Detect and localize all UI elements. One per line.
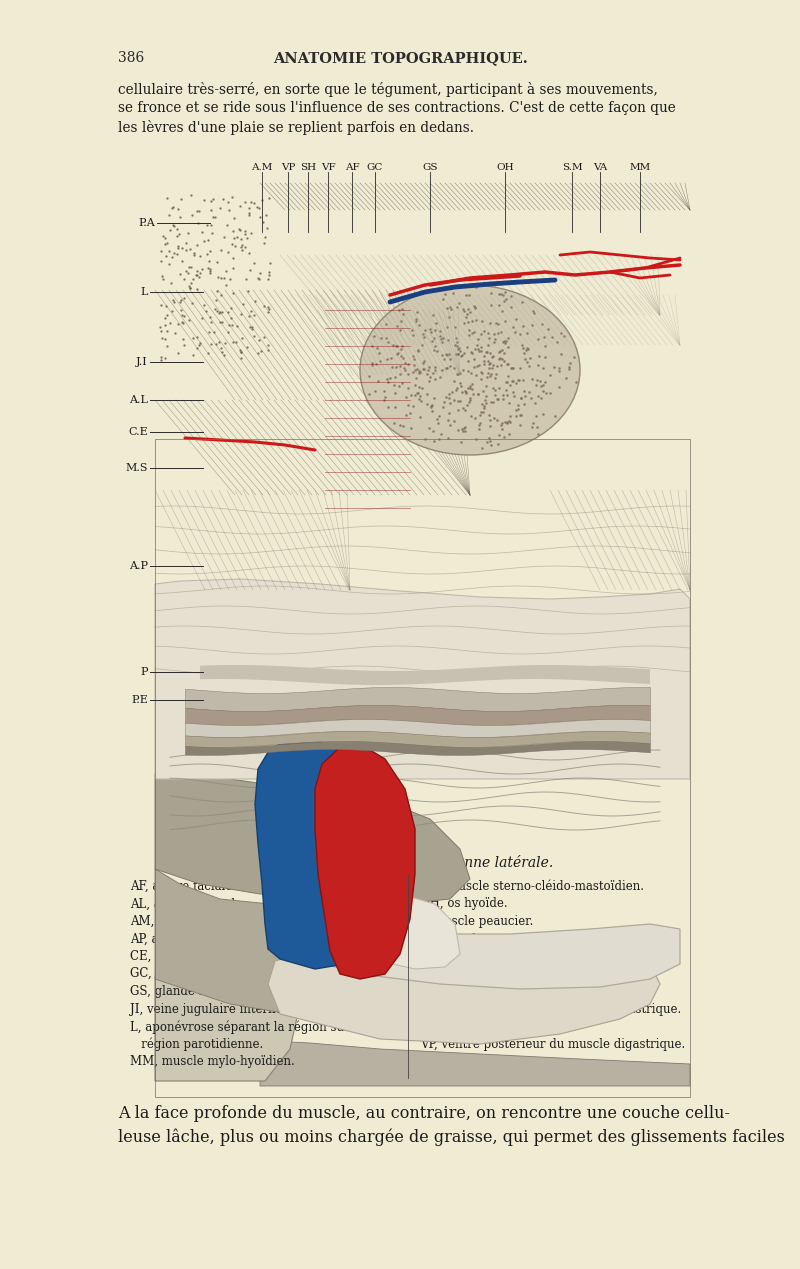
Text: A la face profonde du muscle, au contraire, on rencontre une couche cellu-: A la face profonde du muscle, au contrai… (118, 1105, 730, 1122)
Polygon shape (155, 904, 300, 1081)
Text: VA: VA (593, 162, 607, 173)
Text: 386: 386 (118, 51, 144, 65)
Text: PA, glande parotide.: PA, glande parotide. (420, 933, 541, 945)
Text: L, aponévrose séparant la région sus-hyoïdienne et la: L, aponévrose séparant la région sus-hyo… (130, 1020, 450, 1033)
Text: P.E: P.E (131, 695, 148, 706)
Text: M.S: M.S (126, 463, 148, 473)
Text: VF: VF (321, 162, 335, 173)
Text: MM: MM (630, 162, 650, 173)
Text: OH: OH (496, 162, 514, 173)
Text: MS, muscle sterno-cléido-mastoïdien.: MS, muscle sterno-cléido-mastoïdien. (420, 879, 644, 893)
Text: SM, artère sous-mentale.: SM, artère sous-mentale. (420, 985, 570, 997)
Text: GS, glande sous-maxillaire.: GS, glande sous-maxillaire. (130, 985, 292, 997)
Text: CE, artère carotide externe.: CE, artère carotide externe. (130, 950, 298, 963)
Text: P: P (141, 667, 148, 676)
Text: PE, peau.: PE, peau. (420, 950, 477, 963)
Text: VP: VP (281, 162, 295, 173)
Text: GS: GS (422, 162, 438, 173)
Polygon shape (155, 439, 690, 1096)
Text: L: L (141, 287, 148, 297)
Polygon shape (260, 1041, 690, 1086)
Polygon shape (315, 744, 415, 978)
Text: SH: SH (300, 162, 316, 173)
Text: se fronce et se ride sous l'influence de ses contractions. C'est de cette façon : se fronce et se ride sous l'influence de… (118, 102, 676, 115)
Ellipse shape (360, 286, 580, 456)
Text: P.A: P.A (138, 218, 155, 228)
Polygon shape (268, 954, 660, 1044)
Text: S.M: S.M (562, 162, 582, 173)
Text: JI, veine jugulaire interne.: JI, veine jugulaire interne. (130, 1003, 286, 1015)
Text: SH, muscle stylo-hyoïdien.: SH, muscle stylo-hyoïdien. (420, 967, 578, 981)
Text: OH, os hyoïde.: OH, os hyoïde. (420, 897, 508, 910)
Text: A.P: A.P (129, 561, 148, 571)
Text: les lèvres d'une plaie se replient parfois en dedans.: les lèvres d'une plaie se replient parfo… (118, 121, 474, 135)
Text: A.L: A.L (129, 395, 148, 405)
Text: GC, grande corne de l'os hyoïde.: GC, grande corne de l'os hyoïde. (130, 967, 324, 981)
Text: ANATOMIE TOPOGRAPHIQUE.: ANATOMIE TOPOGRAPHIQUE. (273, 51, 527, 65)
Text: Fig. 119. — Région sus-hyoïdienne latérale.: Fig. 119. — Région sus-hyoïdienne latéra… (246, 855, 554, 871)
Text: cellulaire très-serré, en sorte que le tégument, participant à ses mouvements,: cellulaire très-serré, en sorte que le t… (118, 82, 658, 96)
Text: AF, artère faciale.: AF, artère faciale. (130, 879, 236, 893)
Polygon shape (255, 739, 390, 970)
Text: région parotidienne.: région parotidienne. (130, 1038, 263, 1051)
Polygon shape (155, 869, 440, 1014)
Text: P, muscle peaucier.: P, muscle peaucier. (420, 915, 534, 928)
Text: AP, aponévrose cervicale superficielle.: AP, aponévrose cervicale superficielle. (130, 933, 359, 945)
Text: C.E: C.E (128, 426, 148, 437)
Text: VP, ventre postérieur du muscle digastrique.: VP, ventre postérieur du muscle digastri… (420, 1038, 686, 1051)
Text: VA, ventre antérieur du muscle digastrique.: VA, ventre antérieur du muscle digastriq… (420, 1003, 682, 1016)
Polygon shape (155, 579, 690, 779)
Text: VF, veine faciale.: VF, veine faciale. (420, 1020, 521, 1033)
Polygon shape (315, 893, 460, 970)
Text: A.M: A.M (251, 162, 273, 173)
Text: leuse lâche, plus ou moins chargée de graisse, qui permet des glissements facile: leuse lâche, plus ou moins chargée de gr… (118, 1128, 785, 1146)
Text: GC: GC (367, 162, 383, 173)
Text: AL, artère linguale.: AL, artère linguale. (130, 897, 246, 911)
Polygon shape (278, 921, 680, 989)
Text: AF: AF (345, 162, 359, 173)
Text: MM, muscle mylo-hyoïdien.: MM, muscle mylo-hyoïdien. (130, 1055, 294, 1068)
Polygon shape (155, 774, 470, 904)
Text: AM, angle de la mâchoire inférieure.: AM, angle de la mâchoire inférieure. (130, 915, 350, 929)
Text: J.I: J.I (136, 357, 148, 367)
